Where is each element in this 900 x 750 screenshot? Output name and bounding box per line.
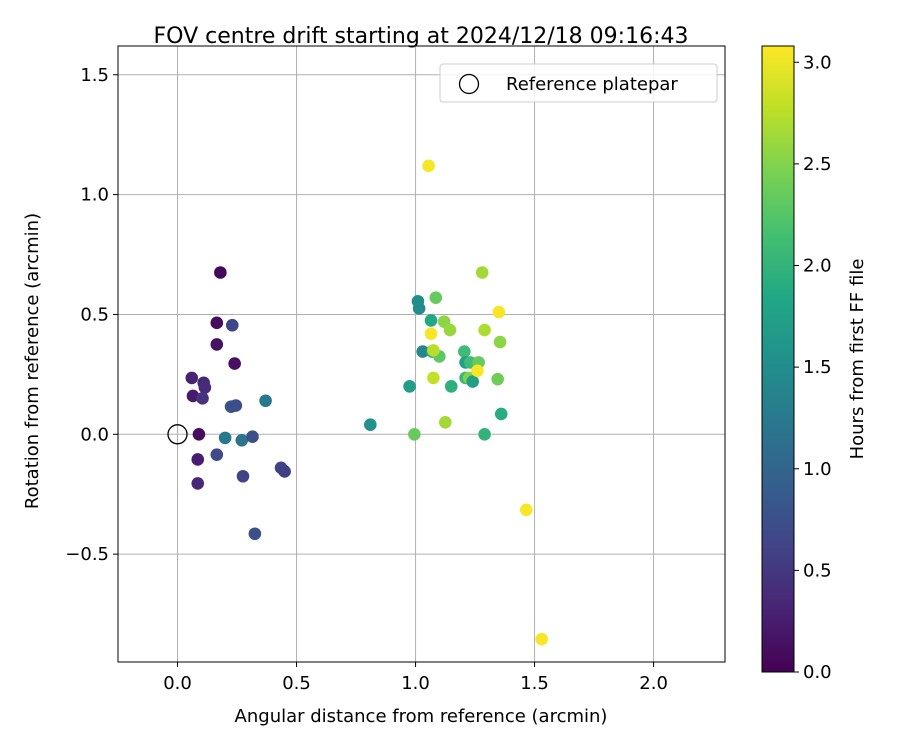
y-axis-ticks: −0.5 0.0 0.5 1.0 1.5 (65, 65, 118, 565)
colorbar (761, 45, 795, 673)
data-point (198, 381, 212, 394)
x-tick-label: 0.5 (282, 673, 311, 694)
x-axis-ticks: 0.0 0.5 1.0 1.5 2.0 (163, 662, 668, 694)
data-point (403, 380, 416, 393)
data-point (427, 344, 440, 357)
x-tick-label: 1.0 (401, 673, 430, 694)
chart-title: FOV centre drift starting at 2024/12/18 … (154, 24, 689, 49)
data-point (228, 357, 241, 370)
data-point (439, 416, 452, 429)
data-point (185, 371, 199, 385)
x-tick-label: 0.0 (163, 673, 192, 694)
data-point (535, 632, 549, 646)
data-point (458, 345, 471, 358)
data-point (494, 407, 508, 421)
x-axis-label: Angular distance from reference (arcmin) (235, 706, 608, 727)
data-point (210, 448, 224, 461)
reference-marker-layer (167, 424, 188, 445)
data-point (214, 266, 227, 279)
data-point (210, 316, 224, 330)
colorbar-tick-label: 0.5 (803, 560, 832, 581)
data-point (259, 394, 272, 408)
colorbar-tick-label: 0.0 (803, 662, 832, 683)
colorbar-ticks: 0.0 0.5 1.0 1.5 2.0 2.5 3.0 (794, 52, 832, 683)
data-point (422, 159, 435, 173)
colorbar-tick-label: 1.5 (803, 357, 832, 378)
data-point (443, 323, 457, 337)
legend-marker-reference (458, 73, 480, 95)
data-point (186, 389, 200, 403)
data-point (246, 430, 259, 443)
data-points (185, 159, 549, 646)
data-point (196, 392, 209, 405)
data-point (471, 364, 484, 378)
data-point (475, 266, 489, 279)
data-point (248, 527, 262, 541)
legend-box (439, 63, 718, 103)
plot-frame (117, 45, 726, 663)
data-point (210, 338, 224, 351)
data-point (429, 291, 443, 304)
colorbar-tick-label: 1.0 (803, 459, 832, 480)
y-axis-label: Rotation from reference (arcmin) (22, 213, 43, 509)
data-point (191, 477, 205, 490)
data-point (408, 427, 421, 441)
data-point (424, 327, 438, 340)
data-point (444, 380, 458, 393)
data-point (466, 375, 479, 388)
y-tick-label: 0.0 (80, 424, 109, 445)
legend: Reference platepar (439, 63, 718, 103)
y-tick-label: 1.0 (80, 185, 109, 206)
data-point (278, 465, 291, 478)
x-tick-label: 2.0 (639, 673, 668, 694)
data-point (225, 318, 239, 332)
data-point (218, 431, 232, 445)
colorbar-tick-label: 3.0 (803, 52, 832, 73)
data-point (478, 427, 491, 441)
colorbar-tick-label: 2.0 (803, 256, 832, 277)
data-point (478, 323, 491, 337)
x-tick-label: 1.5 (520, 673, 549, 694)
reference-platepar-marker (167, 424, 188, 445)
data-point (519, 503, 533, 517)
data-point (192, 427, 206, 441)
data-point (492, 305, 506, 319)
data-point (416, 345, 429, 358)
data-point (424, 314, 438, 327)
colorbar-label: Hours from first FF file (847, 259, 868, 460)
data-point (364, 418, 377, 432)
y-tick-label: 0.5 (80, 304, 109, 325)
data-point (491, 372, 504, 386)
y-tick-label: −0.5 (65, 544, 109, 565)
y-tick-label: 1.5 (80, 65, 109, 86)
data-point (412, 302, 426, 315)
colorbar-tick-label: 2.5 (803, 154, 832, 175)
data-point (236, 469, 250, 483)
data-point (493, 335, 507, 349)
legend-label-reference: Reference platepar (506, 74, 678, 95)
data-point (191, 453, 205, 466)
data-point (235, 433, 249, 447)
data-point (427, 371, 440, 385)
data-point (229, 399, 243, 412)
